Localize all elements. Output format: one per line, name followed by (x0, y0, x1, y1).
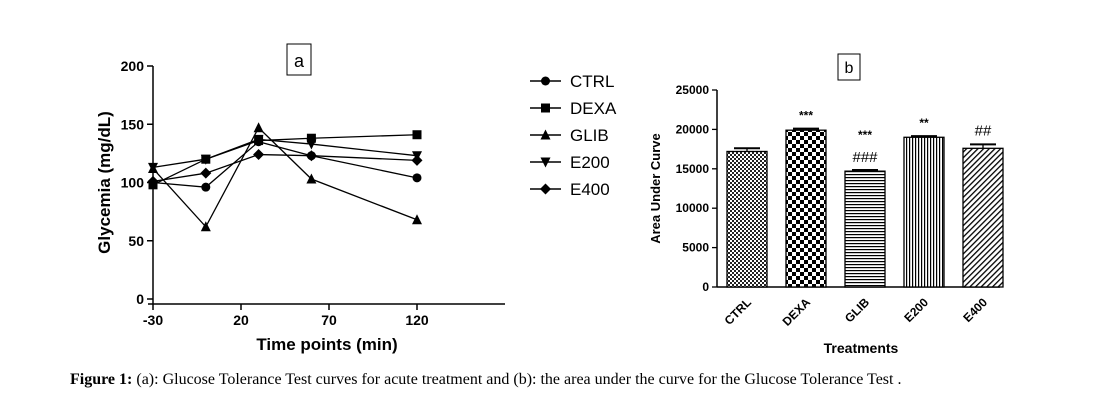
y-tick-label: 25000 (676, 83, 710, 97)
significance-label: ## (975, 122, 992, 139)
series-line (152, 141, 418, 188)
bar-group-ctrl: CTRL (722, 147, 768, 328)
data-point (253, 134, 264, 145)
series-line (152, 126, 418, 228)
y-tick-label: 200 (121, 58, 145, 74)
data-point (540, 183, 551, 195)
data-point (306, 139, 317, 150)
category-label: DEXA (780, 295, 814, 329)
series-e400 (147, 149, 423, 187)
legend-entry: DEXA (530, 99, 617, 118)
significance-label: *** (858, 128, 872, 142)
y-tick-label: 0 (136, 291, 144, 307)
data-point (540, 129, 551, 140)
series-dexa (148, 130, 422, 190)
category-label: CTRL (722, 295, 755, 328)
series-glib (148, 122, 422, 232)
x-axis-title: Time points (min) (256, 335, 397, 354)
caption-text: (a): Glucose Tolerance Test curves for a… (132, 371, 902, 388)
significance-label: ### (852, 149, 878, 166)
data-point (411, 154, 423, 166)
data-point (147, 175, 159, 187)
y-tick-label: 15000 (676, 162, 710, 176)
line-chart-panel: 0 50 100 150 200 -30 20 70 120 Time points (min) G… (95, 43, 617, 354)
bar (844, 170, 886, 288)
legend-label: CTRL (570, 72, 614, 91)
panel-label: b (845, 60, 854, 77)
x-tick-label: 120 (405, 312, 429, 328)
x-tick-label: 20 (233, 312, 249, 328)
data-point (201, 182, 211, 192)
data-point (412, 214, 422, 225)
data-point (200, 221, 211, 232)
bar-group-dexa: *** DEXA (780, 109, 827, 329)
y-tick-label: 50 (128, 233, 144, 249)
legend-entry: GLIB (530, 126, 609, 145)
series-ctrl (148, 137, 422, 192)
y-tick-label: 150 (121, 116, 145, 132)
bar-group-e200: ** E200 (901, 116, 945, 325)
significance-label: *** (799, 109, 813, 123)
figure-canvas: 0 50 100 150 200 -30 20 70 120 Time points (min) G… (95, 43, 1004, 356)
bar-chart-panel: 0 5000 10000 15000 20000 25000 Area Under Curv… (648, 53, 1004, 356)
x-axis-title: Treatments (824, 340, 899, 356)
x-tick-label: -30 (143, 312, 163, 328)
data-point (412, 173, 422, 183)
bar (785, 129, 827, 288)
bar (962, 147, 1004, 288)
legend-label: E200 (570, 153, 610, 172)
data-point (148, 162, 158, 173)
bar (726, 150, 768, 288)
figure-caption: Figure 1: (a): Glucose Tolerance Test cu… (70, 371, 1100, 389)
y-tick-label: 10000 (676, 201, 710, 215)
data-point (305, 150, 317, 162)
legend-entry: E400 (530, 180, 610, 199)
legend-entry: CTRL (530, 72, 614, 91)
caption-label: Figure 1: (70, 371, 133, 388)
data-point (253, 122, 264, 133)
data-point (306, 173, 317, 184)
y-tick-label: 100 (121, 175, 145, 191)
significance-label: ** (919, 116, 929, 130)
y-tick-label: 20000 (676, 122, 710, 136)
bar-group-glib: *** ### GLIB (842, 128, 886, 325)
category-label: E400 (960, 295, 990, 325)
legend-label: DEXA (570, 99, 617, 118)
series-line (152, 153, 418, 182)
panel-label-box (286, 43, 312, 76)
category-label: GLIB (842, 295, 872, 325)
y-axis-title: Area Under Curve (648, 133, 663, 244)
data-point (306, 133, 316, 143)
panel-label: a (294, 51, 305, 71)
x-tick-label: 70 (321, 312, 337, 328)
legend-label: E400 (570, 180, 610, 199)
data-point (412, 130, 422, 140)
data-point (200, 154, 211, 165)
y-axis-title: Glycemia (mg/dL) (95, 111, 114, 254)
legend-label: GLIB (570, 126, 609, 145)
data-point (541, 103, 550, 113)
panel-label-box (837, 53, 861, 81)
legend-entry: E200 (530, 153, 610, 172)
data-point (541, 76, 550, 86)
bar (903, 136, 945, 288)
data-point (200, 167, 212, 179)
y-tick-label: 5000 (682, 241, 709, 255)
category-label: E200 (901, 295, 931, 325)
data-point (253, 149, 265, 161)
data-point (540, 157, 551, 168)
y-tick-label: 0 (702, 280, 709, 294)
bar-group-e400: ## E400 (960, 122, 1004, 325)
